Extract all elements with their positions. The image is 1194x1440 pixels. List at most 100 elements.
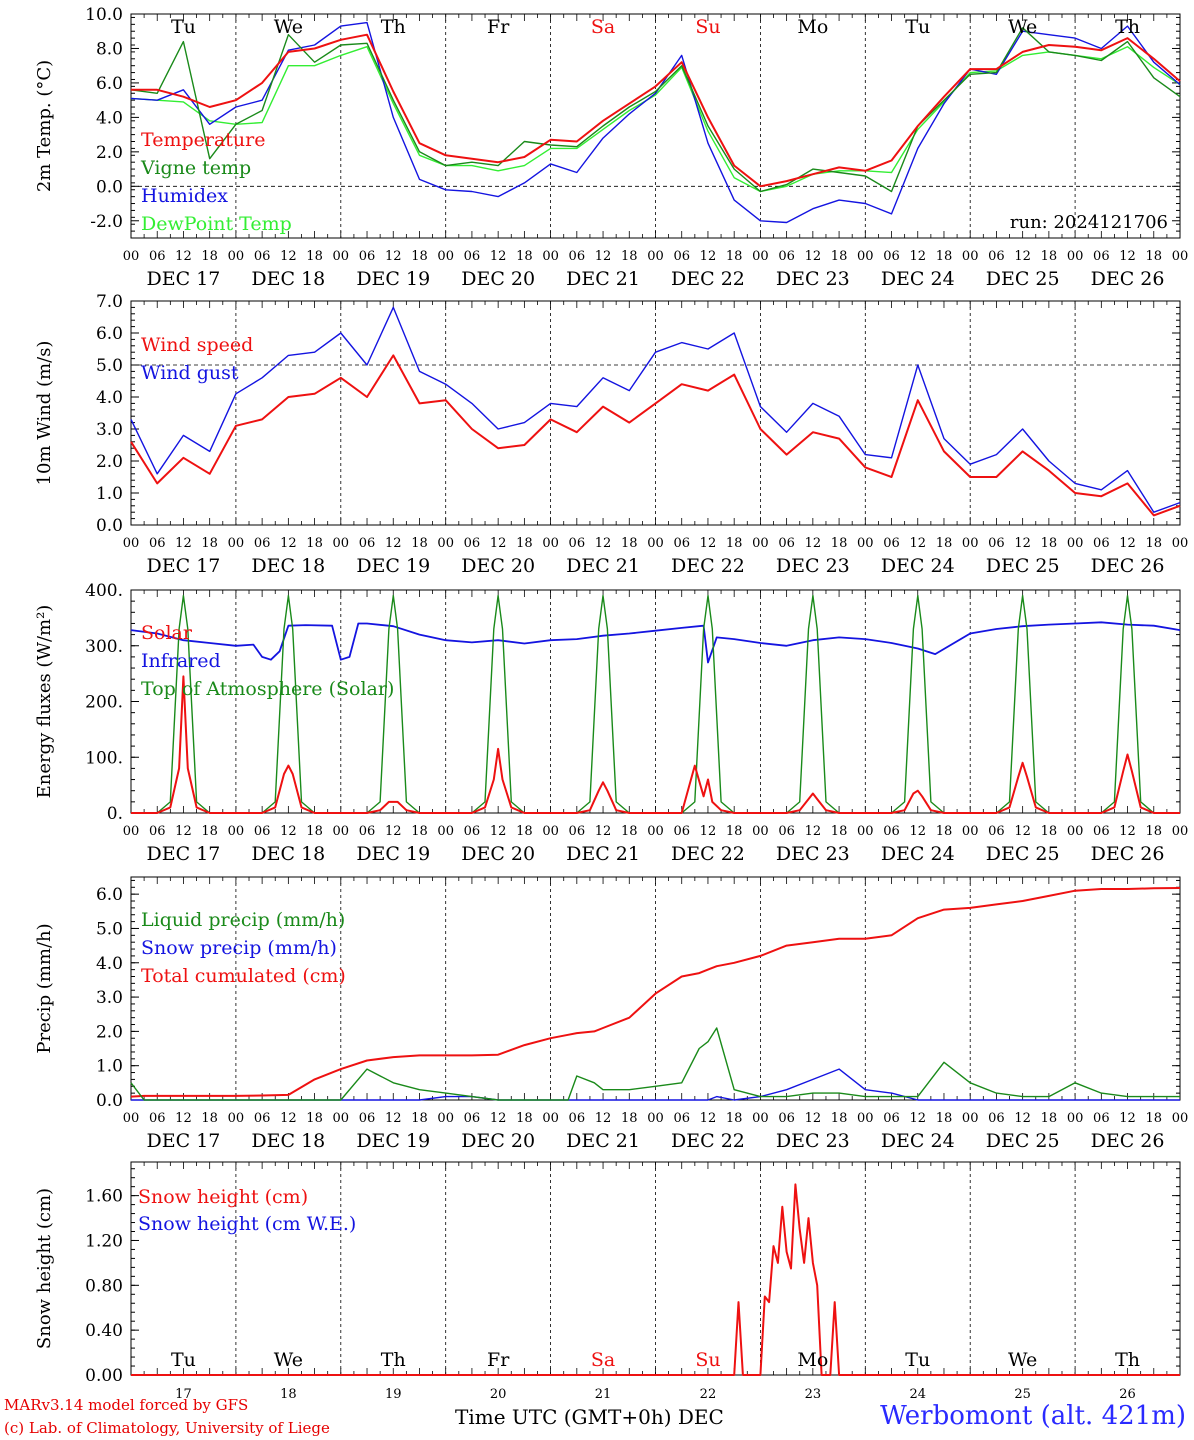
hour-tick-label: 00 — [437, 1111, 454, 1126]
hour-tick-label: 06 — [883, 824, 900, 839]
date-label: DEC 21 — [566, 555, 640, 577]
y-tick-label: 5.0 — [96, 919, 123, 939]
y-tick-label: 0. — [107, 804, 123, 824]
y-tick-label: 6.0 — [96, 885, 123, 905]
y-tick-label: 2.0 — [96, 452, 123, 472]
hour-tick-label: 00 — [1172, 249, 1189, 264]
y-tick-label: 7.0 — [96, 292, 123, 312]
y-tick-label: 400. — [85, 581, 123, 601]
hour-tick-label: 18 — [726, 1111, 743, 1126]
hour-tick-label: 12 — [595, 1111, 612, 1126]
legend-entry: Snow precip (mm/h) — [141, 937, 337, 959]
legend-entry: Vigne temp — [140, 157, 251, 179]
date-label: DEC 25 — [986, 268, 1060, 290]
hour-tick-label: 06 — [569, 249, 586, 264]
hour-tick-label: 18 — [831, 824, 848, 839]
y-tick-label: 5.0 — [96, 356, 123, 376]
hour-tick-label: 00 — [123, 1111, 140, 1126]
date-label: DEC 23 — [776, 268, 850, 290]
hour-tick-label: 06 — [673, 824, 690, 839]
y-tick-label: 10.0 — [85, 5, 123, 25]
hour-tick-label: 18 — [831, 249, 848, 264]
hour-tick-label: 12 — [1014, 1111, 1031, 1126]
hour-tick-label: 06 — [359, 824, 376, 839]
weekday-label-top: Sa — [591, 16, 615, 38]
day-number-label: 18 — [280, 1387, 297, 1402]
date-label: DEC 26 — [1091, 843, 1165, 865]
hour-tick-label: 18 — [1146, 536, 1163, 551]
hour-tick-label: 12 — [595, 536, 612, 551]
date-label: DEC 23 — [776, 1130, 850, 1152]
hour-tick-label: 18 — [306, 824, 323, 839]
hour-tick-label: 00 — [437, 824, 454, 839]
series-line-wind-speed — [130, 354, 1181, 517]
hour-tick-label: 12 — [595, 249, 612, 264]
hour-tick-label: 06 — [988, 536, 1005, 551]
y-tick-label: -2.0 — [90, 212, 123, 232]
hour-tick-label: 00 — [228, 249, 245, 264]
date-label: DEC 26 — [1091, 268, 1165, 290]
hour-tick-label: 00 — [857, 1111, 874, 1126]
y-tick-label: 6.0 — [96, 74, 123, 94]
weekday-label-bottom: Th — [381, 1349, 406, 1371]
hour-tick-label: 00 — [647, 824, 664, 839]
weekday-label-top: Tu — [171, 16, 196, 38]
hour-tick-label: 12 — [385, 536, 402, 551]
date-label: DEC 17 — [147, 268, 221, 290]
hour-tick-label: 12 — [385, 249, 402, 264]
hour-tick-label: 12 — [280, 1111, 297, 1126]
hour-tick-label: 12 — [595, 824, 612, 839]
weekday-label-bottom: Fr — [487, 1349, 510, 1371]
y-tick-label: 300. — [85, 637, 123, 657]
day-number-label: 19 — [385, 1387, 402, 1402]
legend-entry: Wind speed — [141, 334, 253, 356]
hour-tick-label: 06 — [1093, 824, 1110, 839]
legend-entry: Total cumulated (cm) — [141, 965, 346, 987]
y-tick-label: 2.0 — [96, 143, 123, 163]
weekday-label-top: Fr — [487, 16, 510, 38]
hour-tick-label: 06 — [569, 1111, 586, 1126]
y-axis-title: Snow height (cm) — [34, 1188, 55, 1349]
date-label: DEC 20 — [461, 268, 535, 290]
day-number-label: 24 — [909, 1387, 926, 1402]
date-label: DEC 22 — [671, 1130, 745, 1152]
hour-tick-label: 18 — [1146, 824, 1163, 839]
date-label: DEC 24 — [881, 1130, 955, 1152]
series-line-wind-gust — [130, 306, 1181, 513]
weekday-label-top: We — [274, 16, 303, 38]
hour-tick-label: 12 — [1014, 536, 1031, 551]
y-tick-label: 1.60 — [85, 1187, 123, 1207]
date-label: DEC 19 — [356, 268, 430, 290]
y-tick-label: 6.0 — [96, 324, 123, 344]
hour-tick-label: 12 — [175, 824, 192, 839]
hour-tick-label: 00 — [123, 824, 140, 839]
series-line-liquid-precip-mm-h- — [130, 1027, 1180, 1101]
hour-tick-label: 00 — [752, 249, 769, 264]
y-tick-label: 0.80 — [85, 1276, 123, 1296]
date-label: DEC 21 — [566, 1130, 640, 1152]
hour-tick-label: 18 — [726, 249, 743, 264]
hour-tick-label: 00 — [1067, 249, 1084, 264]
hour-tick-label: 18 — [621, 824, 638, 839]
hour-tick-label: 12 — [280, 249, 297, 264]
month-label: DEC — [677, 1405, 724, 1429]
hour-tick-label: 00 — [752, 824, 769, 839]
y-tick-label: 1.20 — [85, 1231, 123, 1251]
hour-tick-label: 18 — [936, 1111, 953, 1126]
legend-entry: Infrared — [141, 650, 221, 672]
series-line-vigne-temp — [130, 27, 1181, 193]
series-line-dewpoint-temp — [130, 46, 1181, 193]
hour-tick-label: 00 — [228, 1111, 245, 1126]
hour-tick-label: 06 — [673, 536, 690, 551]
legend-entry: Solar — [141, 622, 193, 644]
y-tick-label: 1.0 — [96, 1057, 123, 1077]
hour-tick-label: 00 — [437, 536, 454, 551]
hour-tick-label: 12 — [1119, 249, 1136, 264]
hour-tick-label: 12 — [490, 536, 507, 551]
lab-credit: (c) Lab. of Climatology, University of L… — [4, 1419, 330, 1437]
hour-tick-label: 18 — [726, 536, 743, 551]
hour-tick-label: 00 — [962, 249, 979, 264]
hour-tick-label: 06 — [883, 1111, 900, 1126]
